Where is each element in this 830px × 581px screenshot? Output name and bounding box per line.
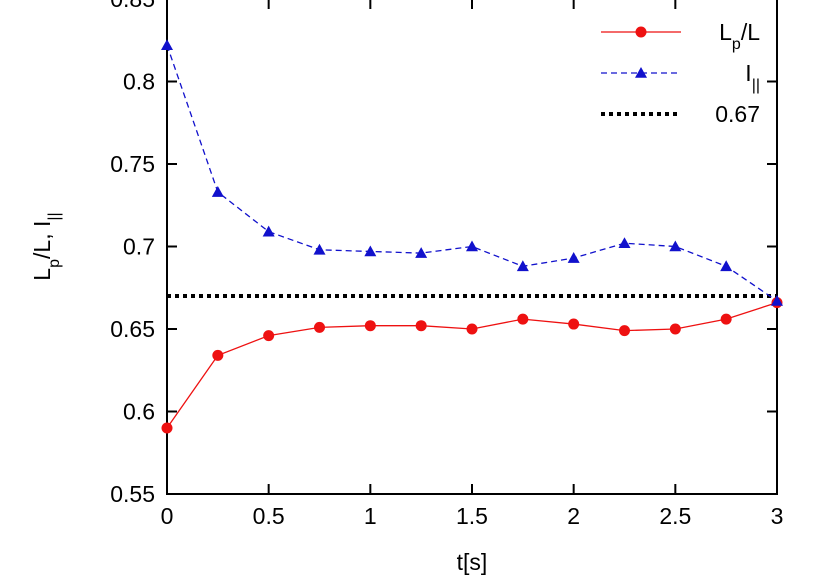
series-1-point bbox=[313, 243, 326, 255]
series-1-point bbox=[720, 260, 733, 272]
series-0-point bbox=[263, 330, 275, 342]
y-tick-label: 0.55 bbox=[110, 481, 155, 507]
x-tick-label: 1 bbox=[364, 503, 377, 529]
series-1-point bbox=[669, 240, 682, 252]
series-0-point bbox=[568, 318, 580, 330]
x-tick-label: 2 bbox=[567, 503, 580, 529]
legend-label-sub: || bbox=[752, 77, 760, 94]
axis-ticks bbox=[166, 0, 778, 495]
series-0-point bbox=[517, 313, 529, 325]
series-0-point bbox=[161, 422, 173, 434]
series-0-point bbox=[619, 325, 630, 337]
legend-label-base: L bbox=[719, 19, 732, 45]
series-1-point bbox=[364, 245, 377, 257]
series-0-point bbox=[212, 349, 224, 361]
series-1-point bbox=[415, 247, 428, 258]
y-axis-label-base: L bbox=[29, 268, 55, 281]
y-tick-label: 0.75 bbox=[110, 151, 155, 177]
series-1-point bbox=[567, 252, 580, 263]
series-0-point bbox=[415, 320, 427, 332]
y-axis-label-sub1: p bbox=[46, 259, 63, 268]
series-1-point bbox=[771, 294, 783, 306]
x-tick-label: 3 bbox=[771, 503, 784, 529]
series-0-point bbox=[314, 321, 325, 333]
legend-label-1: I|| bbox=[745, 60, 760, 94]
y-tick-label: 0.6 bbox=[123, 399, 155, 425]
y-axis-label: Lp/L, I|| bbox=[29, 212, 63, 280]
series-0-point bbox=[364, 320, 376, 332]
x-tick-label: 0 bbox=[161, 503, 174, 529]
series-1-point bbox=[262, 225, 275, 237]
legend-label-base: I bbox=[745, 60, 751, 86]
y-tick-label: 0.65 bbox=[110, 316, 155, 342]
y-tick-label: 0.7 bbox=[123, 234, 155, 260]
series-line-1 bbox=[166, 44, 778, 302]
legend-label-0: Lp/L bbox=[719, 19, 760, 53]
series-line-0 bbox=[166, 301, 778, 429]
series-1-point bbox=[466, 240, 478, 252]
y-axis-label-sub2: || bbox=[46, 212, 63, 220]
legend-label-reference: 0.67 bbox=[715, 101, 760, 127]
series-1-point bbox=[516, 260, 529, 272]
x-tick-label: 1.5 bbox=[456, 503, 488, 529]
x-axis-label: t[s] bbox=[457, 549, 488, 575]
y-axis-label-mid: /L, I bbox=[29, 221, 55, 259]
series-1-point bbox=[211, 186, 224, 197]
series-0-point bbox=[466, 323, 478, 335]
legend-marker-0 bbox=[635, 26, 647, 38]
x-tick-label: 2.5 bbox=[659, 503, 691, 529]
x-tick-label: 0.5 bbox=[253, 503, 285, 529]
series-1-point bbox=[161, 39, 173, 50]
legend-label-sub: p bbox=[732, 36, 741, 53]
series-layer bbox=[161, 39, 783, 434]
y-tick-label: 0.85 bbox=[110, 0, 155, 12]
tick-labels: 0 0.5 1 1.5 2 2.5 3 0.55 0.6 0.65 0.7 0.75 0.8 0.85 bbox=[110, 0, 783, 529]
legend-marker-1 bbox=[635, 67, 647, 78]
series-0-point bbox=[669, 323, 681, 335]
legend: Lp/L I|| 0.67 bbox=[601, 19, 760, 127]
series-0-point bbox=[720, 313, 732, 325]
legend-label-rest: /L bbox=[741, 19, 760, 45]
series-1-point bbox=[618, 237, 631, 248]
y-tick-label: 0.8 bbox=[123, 69, 155, 95]
